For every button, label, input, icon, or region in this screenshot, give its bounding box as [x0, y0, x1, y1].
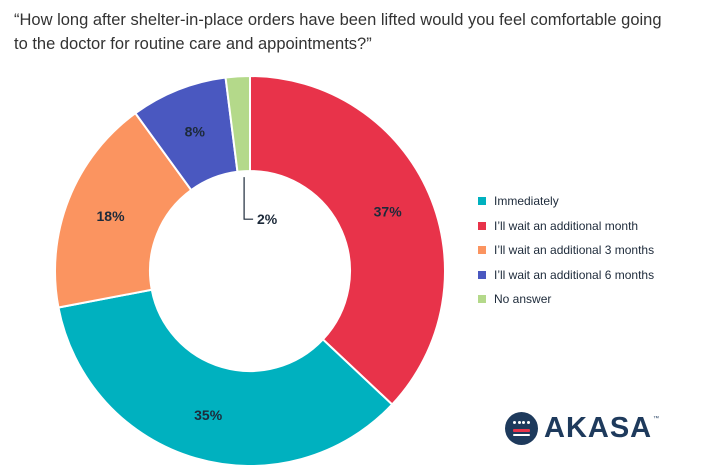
legend-item-no-answer: No answer	[478, 287, 654, 312]
akasa-logo-trademark: ™	[653, 416, 660, 422]
legend-swatch	[478, 270, 486, 279]
legend-label: I’ll wait an additional month	[494, 218, 639, 233]
legend-label: I’ll wait an additional 3 months	[494, 243, 655, 258]
legend-swatch	[478, 197, 486, 206]
legend-swatch	[478, 221, 486, 230]
legend-label: Immediately	[494, 194, 559, 209]
donut-slice-no-answer	[224, 74, 251, 173]
data-label-no-answer: 2%	[257, 211, 278, 227]
legend-item-i-ll-wait-an-additional-6-months: I’ll wait an additional 6 months	[478, 263, 654, 288]
legend-label: I’ll wait an additional 6 months	[494, 267, 655, 282]
akasa-logo-badge-icon	[505, 412, 538, 445]
chart-title: “How long after shelter-in-place orders …	[14, 11, 662, 53]
legend-label: No answer	[494, 292, 552, 307]
donut-slice-immediately	[57, 288, 394, 467]
data-label-i-ll-wait-an-additional-month: 37%	[374, 203, 403, 219]
data-label-immediately: 35%	[194, 407, 223, 423]
legend-item-immediately: Immediately	[478, 189, 654, 214]
legend-swatch	[478, 295, 486, 304]
data-label-i-ll-wait-an-additional-6-months: 8%	[185, 124, 206, 140]
donut-slice-i-ll-wait-an-additional-3-months	[54, 111, 193, 309]
legend-swatch	[478, 246, 486, 255]
donut-slice-i-ll-wait-an-additional-month	[249, 74, 446, 406]
chart-legend: Immediately I’ll wait an additional month…	[478, 189, 654, 312]
akasa-logo-text: AKASA	[544, 412, 653, 444]
data-label-i-ll-wait-an-additional-3-months: 18%	[97, 208, 126, 224]
akasa-logo: AKASA ™	[505, 412, 659, 445]
legend-item-i-ll-wait-an-additional-3-months: I’ll wait an additional 3 months	[478, 238, 654, 263]
leader-line-no-answer	[243, 177, 254, 220]
legend-item-i-ll-wait-an-additional-month: I’ll wait an additional month	[478, 214, 654, 239]
